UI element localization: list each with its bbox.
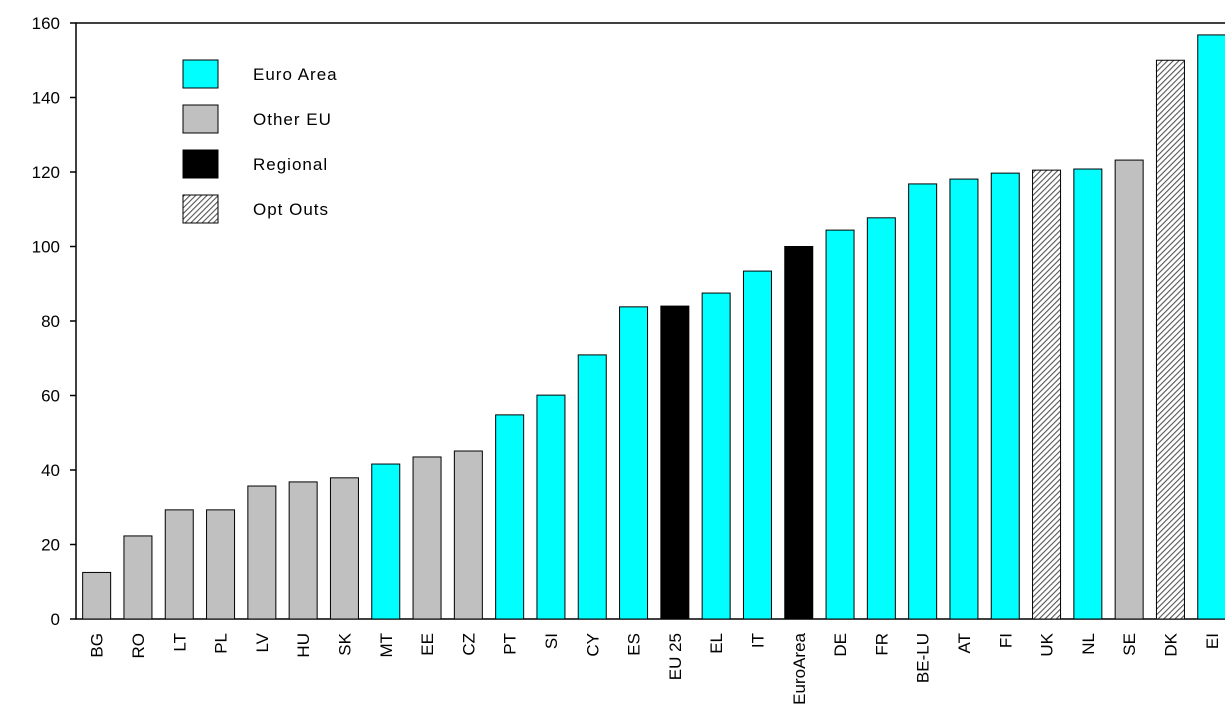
bar bbox=[866, 217, 896, 620]
y-tick-label: 160 bbox=[32, 14, 60, 33]
bar bbox=[577, 354, 607, 620]
x-tick-label: ES bbox=[625, 633, 644, 656]
bar bbox=[825, 229, 855, 620]
x-tick-label: PL bbox=[212, 633, 231, 654]
bar bbox=[453, 450, 483, 620]
bar bbox=[495, 414, 525, 620]
x-tick-label: EL bbox=[707, 633, 726, 654]
legend-label: Regional bbox=[253, 155, 328, 174]
x-tick-label: LV bbox=[253, 632, 272, 652]
bar bbox=[619, 306, 649, 620]
x-tick-label: SK bbox=[335, 632, 354, 655]
legend-swatch bbox=[182, 59, 219, 89]
x-tick-label: IT bbox=[748, 633, 767, 648]
bar bbox=[1114, 159, 1144, 620]
x-tick-label: CZ bbox=[459, 633, 478, 656]
legend-swatch bbox=[182, 104, 219, 134]
x-tick-label: RO bbox=[129, 633, 148, 659]
legend-label: Opt Outs bbox=[253, 200, 329, 219]
x-tick-label: PT bbox=[501, 633, 520, 655]
bar bbox=[82, 571, 112, 620]
legend-swatch bbox=[182, 194, 219, 224]
bar bbox=[1155, 59, 1185, 620]
bar bbox=[371, 463, 401, 620]
x-tick-label: SE bbox=[1120, 633, 1139, 656]
bar bbox=[742, 270, 772, 620]
legend-swatch bbox=[182, 149, 219, 179]
bar bbox=[784, 246, 814, 620]
bar bbox=[660, 305, 690, 620]
x-tick-label: EI bbox=[1203, 633, 1222, 649]
bar bbox=[701, 292, 731, 620]
x-tick-label: BE-LU bbox=[914, 633, 933, 683]
bar bbox=[412, 456, 442, 620]
y-tick-label: 60 bbox=[41, 387, 60, 406]
y-tick-label: 20 bbox=[41, 536, 60, 555]
bar bbox=[908, 183, 938, 620]
x-tick-label: FR bbox=[872, 633, 891, 656]
x-tick-label: BG bbox=[88, 633, 107, 658]
bar bbox=[123, 535, 153, 620]
y-tick-label: 120 bbox=[32, 163, 60, 182]
x-tick-label: UK bbox=[1038, 632, 1057, 656]
x-tick-label: CY bbox=[583, 633, 602, 657]
x-tick-label: LT bbox=[170, 633, 189, 652]
x-tick-label: NL bbox=[1079, 633, 1098, 655]
y-tick-label: 40 bbox=[41, 461, 60, 480]
bar bbox=[536, 394, 566, 620]
x-tick-label: FI bbox=[996, 633, 1015, 648]
x-tick-label: MT bbox=[377, 633, 396, 658]
bar bbox=[1197, 34, 1225, 620]
x-tick-label: EE bbox=[418, 633, 437, 656]
x-tick-label: AT bbox=[955, 633, 974, 653]
x-tick-label: EU 25 bbox=[666, 633, 685, 680]
legend-label: Other EU bbox=[253, 110, 332, 129]
y-tick-label: 0 bbox=[51, 610, 60, 629]
x-tick-label: DK bbox=[1161, 632, 1180, 656]
x-tick-label: HU bbox=[294, 633, 313, 658]
y-tick-label: 80 bbox=[41, 312, 60, 331]
legend-label: Euro Area bbox=[253, 65, 338, 84]
x-tick-label: DE bbox=[831, 633, 850, 657]
y-tick-label: 100 bbox=[32, 238, 60, 257]
bar bbox=[1073, 168, 1103, 620]
bar bbox=[288, 481, 318, 620]
bar bbox=[990, 172, 1020, 620]
bar bbox=[1032, 169, 1062, 620]
bar bbox=[247, 485, 277, 620]
x-tick-label: SI bbox=[542, 633, 561, 649]
bar bbox=[949, 178, 979, 620]
bar bbox=[206, 509, 236, 620]
bar bbox=[329, 477, 359, 620]
y-tick-label: 140 bbox=[32, 89, 60, 108]
bar bbox=[164, 509, 194, 620]
x-tick-label: EuroArea bbox=[790, 632, 809, 704]
